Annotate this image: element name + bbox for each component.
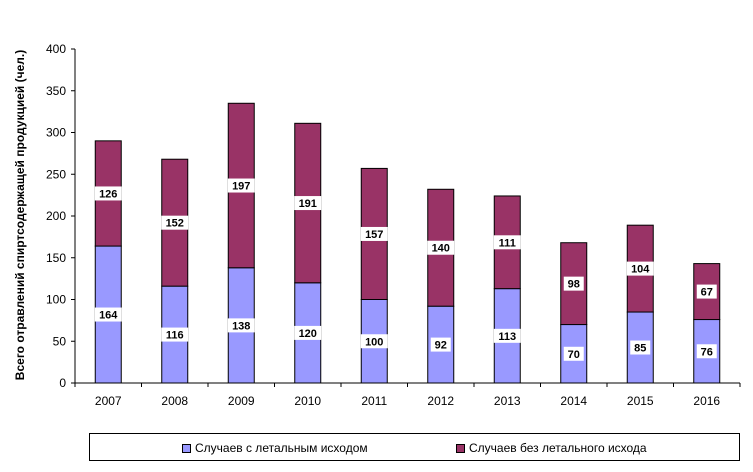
data-label: 70	[568, 349, 580, 361]
data-label-bg	[563, 346, 584, 361]
data-label: 111	[499, 237, 516, 249]
legend: Случаев с летальным исходом Случаев без …	[89, 433, 740, 461]
y-tick-label: 0	[59, 376, 66, 390]
data-label-bg	[430, 337, 451, 352]
data-label: 116	[166, 330, 184, 342]
data-label-bg	[94, 186, 122, 201]
data-label-bg	[427, 240, 455, 255]
data-label-bg	[630, 340, 651, 355]
data-label: 197	[232, 181, 250, 193]
data-label: 157	[365, 229, 383, 241]
x-tick-label: 2011	[361, 394, 387, 408]
x-tick-label: 2013	[494, 394, 521, 408]
data-label: 92	[435, 340, 447, 352]
data-label-bg	[161, 215, 189, 230]
data-label-bg	[626, 261, 654, 276]
data-label: 85	[634, 343, 646, 355]
legend-label-lethal: Случаев с летальным исходом	[195, 441, 368, 455]
data-label: 164	[99, 310, 118, 322]
data-label-bg	[360, 334, 388, 349]
data-label: 100	[365, 336, 383, 348]
data-label: 191	[299, 198, 317, 210]
x-tick-label: 2008	[161, 394, 188, 408]
x-tick-label: 2010	[294, 394, 321, 408]
x-tick-label: 2016	[693, 394, 720, 408]
data-label: 76	[701, 346, 713, 358]
y-ticks: 0 50 100 150 200 250 300 350 400	[46, 42, 75, 390]
bars: 164 126 116 152 138 197 120 191 100 157 92 140 113 11…	[94, 102, 721, 384]
x-tick-label: 2009	[228, 394, 255, 408]
data-label: 98	[568, 279, 580, 291]
x-tick-label: 2014	[560, 394, 587, 408]
y-tick-label: 200	[46, 209, 66, 223]
data-label-bg	[360, 226, 388, 241]
y-tick-label: 150	[46, 251, 66, 265]
data-label-bg	[294, 196, 322, 211]
data-label-bg	[493, 235, 521, 250]
y-tick-label: 50	[53, 334, 67, 348]
x-tick-label: 2012	[427, 394, 454, 408]
y-tick-label: 100	[46, 293, 66, 307]
data-label-bg	[696, 284, 717, 299]
data-label-bg	[563, 276, 584, 291]
data-label-bg	[696, 344, 717, 359]
data-label-bg	[161, 327, 189, 342]
y-tick-label: 350	[46, 84, 66, 98]
legend-item-nonlethal: Случаев без летального исхода	[456, 441, 647, 455]
data-label: 113	[498, 331, 516, 343]
data-label: 126	[99, 188, 117, 200]
data-label-bg	[294, 325, 322, 340]
data-label-bg	[227, 318, 255, 333]
x-ticks: 2007 2008 2009 2010 2011 2012 2013 2014 2015 2016	[74, 383, 741, 408]
data-label: 67	[701, 287, 713, 299]
data-label: 120	[299, 328, 317, 340]
legend-item-lethal: Случаев с летальным исходом	[182, 441, 368, 455]
data-label: 104	[631, 264, 650, 276]
x-tick-label: 2007	[95, 394, 122, 408]
legend-swatch-lethal	[182, 443, 191, 453]
y-tick-label: 300	[46, 126, 66, 140]
y-axis-title: Всего отравлений спиртсодержащей продукц…	[13, 50, 27, 380]
data-label: 152	[166, 218, 184, 230]
data-label-bg	[94, 307, 122, 322]
y-tick-label: 250	[46, 167, 66, 181]
x-tick-label: 2015	[627, 394, 654, 408]
y-tick-label: 400	[46, 42, 66, 56]
data-label-bg	[227, 178, 255, 193]
legend-swatch-nonlethal	[456, 443, 465, 453]
stacked-bar-chart: Всего отравлений спиртсодержащей продукц…	[13, 42, 741, 408]
data-label: 138	[232, 320, 250, 332]
data-label: 140	[432, 243, 450, 255]
legend-label-nonlethal: Случаев без летального исхода	[469, 441, 647, 455]
data-label-bg	[493, 328, 521, 343]
